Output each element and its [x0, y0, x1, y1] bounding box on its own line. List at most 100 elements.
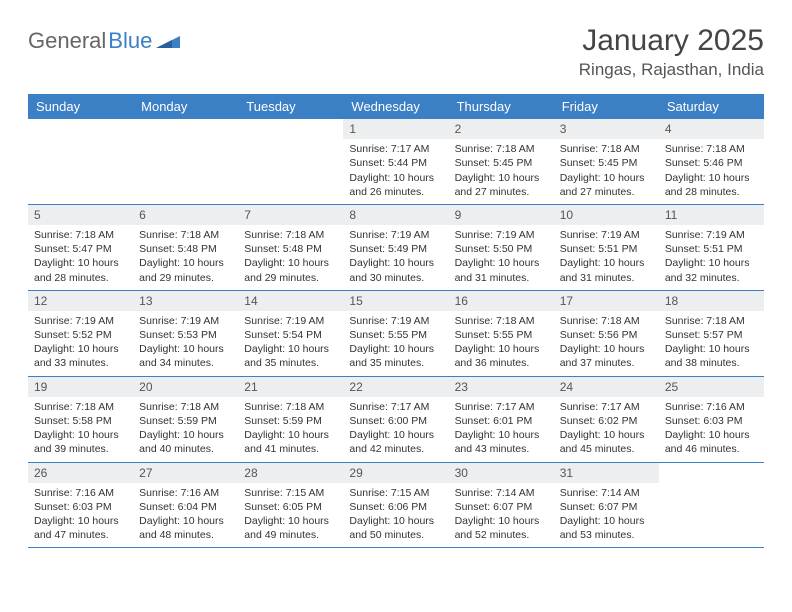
daylight-text: Daylight: 10 hours and 45 minutes. — [560, 428, 653, 456]
sunrise-text: Sunrise: 7:15 AM — [349, 486, 442, 500]
sunset-text: Sunset: 5:48 PM — [139, 242, 232, 256]
day-details: Sunrise: 7:15 AMSunset: 6:05 PMDaylight:… — [238, 483, 343, 548]
daylight-text: Daylight: 10 hours and 30 minutes. — [349, 256, 442, 284]
day-details: Sunrise: 7:18 AMSunset: 5:48 PMDaylight:… — [238, 225, 343, 290]
logo-text-general: General — [28, 28, 106, 54]
day-cell: 23Sunrise: 7:17 AMSunset: 6:01 PMDayligh… — [449, 377, 554, 462]
day-details: Sunrise: 7:18 AMSunset: 5:48 PMDaylight:… — [133, 225, 238, 290]
daylight-text: Daylight: 10 hours and 35 minutes. — [244, 342, 337, 370]
daylight-text: Daylight: 10 hours and 28 minutes. — [665, 171, 758, 199]
daylight-text: Daylight: 10 hours and 50 minutes. — [349, 514, 442, 542]
sunset-text: Sunset: 6:07 PM — [455, 500, 548, 514]
week-row: 19Sunrise: 7:18 AMSunset: 5:58 PMDayligh… — [28, 377, 764, 463]
sunrise-text: Sunrise: 7:18 AM — [139, 228, 232, 242]
sunrise-text: Sunrise: 7:18 AM — [455, 314, 548, 328]
day-details: Sunrise: 7:15 AMSunset: 6:06 PMDaylight:… — [343, 483, 448, 548]
sunset-text: Sunset: 5:53 PM — [139, 328, 232, 342]
sunset-text: Sunset: 6:03 PM — [34, 500, 127, 514]
day-cell: 19Sunrise: 7:18 AMSunset: 5:58 PMDayligh… — [28, 377, 133, 462]
day-cell: 6Sunrise: 7:18 AMSunset: 5:48 PMDaylight… — [133, 205, 238, 290]
sunrise-text: Sunrise: 7:18 AM — [34, 400, 127, 414]
day-number — [238, 119, 343, 123]
sunrise-text: Sunrise: 7:19 AM — [665, 228, 758, 242]
day-details: Sunrise: 7:14 AMSunset: 6:07 PMDaylight:… — [554, 483, 659, 548]
daylight-text: Daylight: 10 hours and 48 minutes. — [139, 514, 232, 542]
day-cell: 27Sunrise: 7:16 AMSunset: 6:04 PMDayligh… — [133, 463, 238, 548]
daylight-text: Daylight: 10 hours and 29 minutes. — [139, 256, 232, 284]
day-number: 31 — [554, 463, 659, 483]
sunset-text: Sunset: 6:00 PM — [349, 414, 442, 428]
daylight-text: Daylight: 10 hours and 40 minutes. — [139, 428, 232, 456]
weekday-header: Sunday — [28, 94, 133, 119]
day-details: Sunrise: 7:19 AMSunset: 5:51 PMDaylight:… — [659, 225, 764, 290]
sunrise-text: Sunrise: 7:18 AM — [665, 314, 758, 328]
week-row: 26Sunrise: 7:16 AMSunset: 6:03 PMDayligh… — [28, 463, 764, 549]
sunset-text: Sunset: 5:51 PM — [665, 242, 758, 256]
sunset-text: Sunset: 5:59 PM — [139, 414, 232, 428]
day-cell: 14Sunrise: 7:19 AMSunset: 5:54 PMDayligh… — [238, 291, 343, 376]
day-details: Sunrise: 7:19 AMSunset: 5:55 PMDaylight:… — [343, 311, 448, 376]
sunset-text: Sunset: 6:01 PM — [455, 414, 548, 428]
day-details: Sunrise: 7:18 AMSunset: 5:46 PMDaylight:… — [659, 139, 764, 204]
sunrise-text: Sunrise: 7:14 AM — [560, 486, 653, 500]
day-cell: 18Sunrise: 7:18 AMSunset: 5:57 PMDayligh… — [659, 291, 764, 376]
day-cell: 24Sunrise: 7:17 AMSunset: 6:02 PMDayligh… — [554, 377, 659, 462]
daylight-text: Daylight: 10 hours and 46 minutes. — [665, 428, 758, 456]
day-cell: 3Sunrise: 7:18 AMSunset: 5:45 PMDaylight… — [554, 119, 659, 204]
sunrise-text: Sunrise: 7:18 AM — [560, 142, 653, 156]
day-cell: 15Sunrise: 7:19 AMSunset: 5:55 PMDayligh… — [343, 291, 448, 376]
daylight-text: Daylight: 10 hours and 34 minutes. — [139, 342, 232, 370]
day-number: 9 — [449, 205, 554, 225]
day-cell — [133, 119, 238, 204]
day-details: Sunrise: 7:16 AMSunset: 6:03 PMDaylight:… — [28, 483, 133, 548]
sunrise-text: Sunrise: 7:16 AM — [139, 486, 232, 500]
day-number: 30 — [449, 463, 554, 483]
sunset-text: Sunset: 5:44 PM — [349, 156, 442, 170]
sunset-text: Sunset: 6:07 PM — [560, 500, 653, 514]
weekday-header: Friday — [554, 94, 659, 119]
sunrise-text: Sunrise: 7:19 AM — [244, 314, 337, 328]
daylight-text: Daylight: 10 hours and 41 minutes. — [244, 428, 337, 456]
day-number: 3 — [554, 119, 659, 139]
daylight-text: Daylight: 10 hours and 31 minutes. — [455, 256, 548, 284]
daylight-text: Daylight: 10 hours and 27 minutes. — [455, 171, 548, 199]
sunrise-text: Sunrise: 7:19 AM — [349, 314, 442, 328]
day-number: 12 — [28, 291, 133, 311]
day-cell: 5Sunrise: 7:18 AMSunset: 5:47 PMDaylight… — [28, 205, 133, 290]
day-number: 15 — [343, 291, 448, 311]
sunrise-text: Sunrise: 7:18 AM — [34, 228, 127, 242]
sunset-text: Sunset: 5:55 PM — [349, 328, 442, 342]
day-number: 18 — [659, 291, 764, 311]
day-details: Sunrise: 7:16 AMSunset: 6:04 PMDaylight:… — [133, 483, 238, 548]
sunset-text: Sunset: 5:49 PM — [349, 242, 442, 256]
day-number: 14 — [238, 291, 343, 311]
day-cell: 28Sunrise: 7:15 AMSunset: 6:05 PMDayligh… — [238, 463, 343, 548]
day-details: Sunrise: 7:16 AMSunset: 6:03 PMDaylight:… — [659, 397, 764, 462]
sunset-text: Sunset: 5:51 PM — [560, 242, 653, 256]
day-number: 19 — [28, 377, 133, 397]
sunrise-text: Sunrise: 7:18 AM — [244, 228, 337, 242]
day-details: Sunrise: 7:19 AMSunset: 5:53 PMDaylight:… — [133, 311, 238, 376]
sunset-text: Sunset: 5:56 PM — [560, 328, 653, 342]
sunrise-text: Sunrise: 7:15 AM — [244, 486, 337, 500]
sunrise-text: Sunrise: 7:17 AM — [560, 400, 653, 414]
day-number: 2 — [449, 119, 554, 139]
logo-text-blue: Blue — [108, 28, 152, 54]
sunrise-text: Sunrise: 7:19 AM — [455, 228, 548, 242]
daylight-text: Daylight: 10 hours and 28 minutes. — [34, 256, 127, 284]
day-number: 25 — [659, 377, 764, 397]
daylight-text: Daylight: 10 hours and 32 minutes. — [665, 256, 758, 284]
day-number: 7 — [238, 205, 343, 225]
day-number: 29 — [343, 463, 448, 483]
sunrise-text: Sunrise: 7:17 AM — [349, 142, 442, 156]
day-cell: 1Sunrise: 7:17 AMSunset: 5:44 PMDaylight… — [343, 119, 448, 204]
sunrise-text: Sunrise: 7:19 AM — [349, 228, 442, 242]
day-details: Sunrise: 7:14 AMSunset: 6:07 PMDaylight:… — [449, 483, 554, 548]
sunrise-text: Sunrise: 7:19 AM — [139, 314, 232, 328]
sunrise-text: Sunrise: 7:18 AM — [244, 400, 337, 414]
month-title: January 2025 — [579, 24, 764, 58]
sunrise-text: Sunrise: 7:18 AM — [455, 142, 548, 156]
sunset-text: Sunset: 5:57 PM — [665, 328, 758, 342]
sunset-text: Sunset: 5:45 PM — [455, 156, 548, 170]
sunrise-text: Sunrise: 7:16 AM — [34, 486, 127, 500]
